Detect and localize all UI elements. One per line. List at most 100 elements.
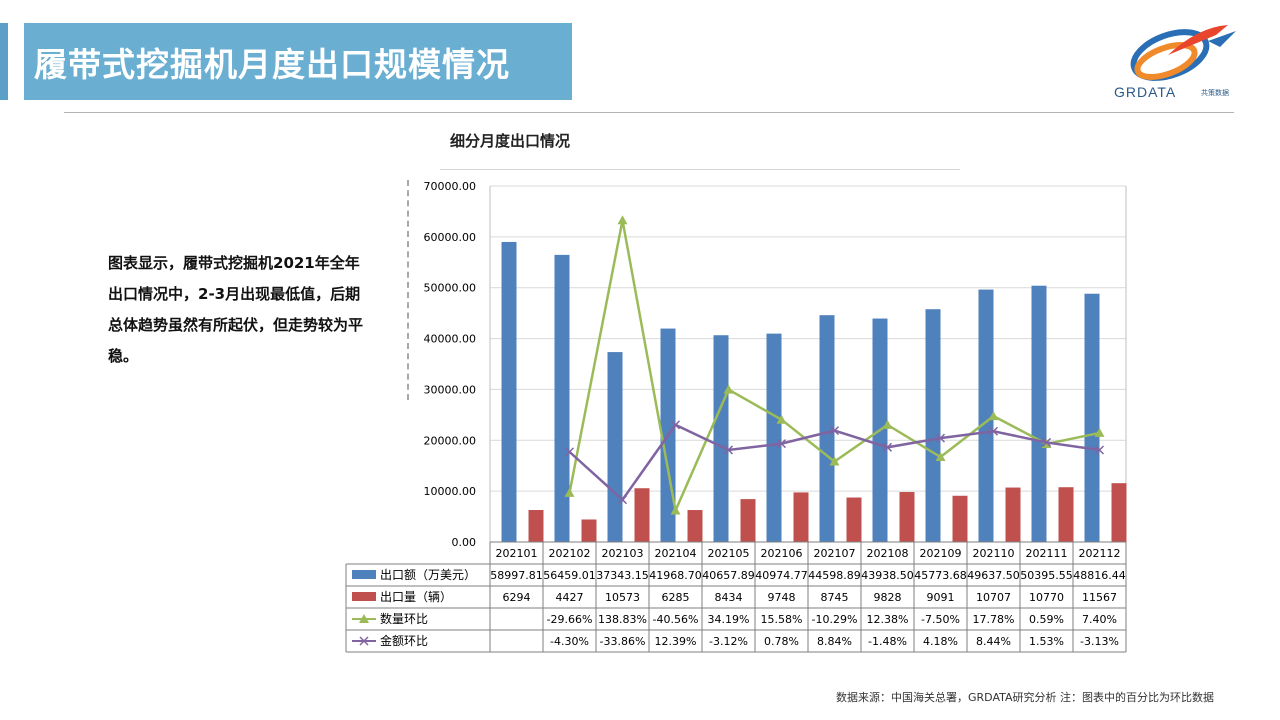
table-cell: 41968.70 [649,569,702,582]
table-cell: 8745 [821,591,849,604]
category-label: 202106 [761,547,803,560]
category-label: 202103 [602,547,644,560]
marker-amount-mom [1094,445,1105,455]
marker-amount-mom [1041,437,1052,447]
bar-export-amount [1031,285,1047,542]
bar-export-amount [819,315,835,542]
marker-quantity-mom [670,505,681,515]
table-cell: 10573 [605,591,640,604]
logo-wordmark: GRDATA [1114,84,1177,100]
table-cell: -3.13% [1080,635,1119,648]
table-cell: -33.86% [600,635,646,648]
marker-amount-mom [988,426,999,436]
category-label: 202109 [920,547,962,560]
marker-quantity-mom [564,487,575,497]
table-cell: 9828 [874,591,902,604]
chart-title-underline [440,169,960,170]
left-axis-tick-label: 30000.00 [424,383,477,396]
table-cell: 40974.77 [755,569,808,582]
bar-export-volume [634,488,650,542]
category-label: 202102 [549,547,591,560]
table-cell: 37343.15 [596,569,649,582]
category-label: 202101 [496,547,538,560]
table-cell: 6285 [662,591,690,604]
table-cell: 8434 [715,591,743,604]
bar-export-amount [713,335,729,542]
legend-key [352,592,376,601]
marker-amount-mom [617,495,628,505]
category-label: 202105 [708,547,750,560]
table-cell: 44598.89 [808,569,861,582]
bar-export-amount [501,241,517,543]
left-axis-tick-label: 10000.00 [424,485,477,498]
marker-quantity-mom [723,384,734,394]
table-cell: -29.66% [547,613,593,626]
marker-amount-mom [829,426,840,436]
left-axis-tick-label: 70000.00 [424,180,477,193]
bar-export-volume [528,509,544,542]
bar-export-volume [687,510,703,542]
legend-key-marker [359,614,369,623]
table-cell: 12.39% [655,635,697,648]
table-cell: 0.59% [1029,613,1064,626]
legend-label: 出口量（辆） [380,590,452,604]
bar-export-volume [952,495,968,542]
marker-quantity-mom [935,452,946,462]
source-note: 数据来源：中国海关总署，GRDATA研究分析 注：图表中的百分比为环比数据 [836,691,1214,704]
bar-export-amount [554,254,570,542]
grdata-logo [1130,25,1236,81]
table-cell: 8.44% [976,635,1011,648]
bar-export-volume [793,492,809,542]
table-cell: 0.78% [764,635,799,648]
bar-export-amount [1084,293,1100,542]
table-cell: 9748 [768,591,796,604]
legend-key-marker [359,636,369,646]
bar-export-volume [581,519,597,542]
marker-amount-mom [670,420,681,430]
table-cell: 138.83% [598,613,647,626]
category-label: 202104 [655,547,697,560]
category-label: 202110 [973,547,1015,560]
bar-export-volume [740,499,756,542]
left-axis-tick-label: 0.00 [452,536,477,549]
marker-quantity-mom [882,419,893,429]
table-cell: -1.48% [868,635,907,648]
title-accent-bar [0,23,8,100]
table-cell: 8.84% [817,635,852,648]
table-cell: 49637.50 [967,569,1020,582]
table-cell: 4427 [556,591,584,604]
table-cell: 58997.81 [490,569,543,582]
table-cell: 43938.50 [861,569,914,582]
table-cell: 6294 [503,591,531,604]
marker-quantity-mom [829,456,840,466]
left-axis-tick-label: 40000.00 [424,333,477,346]
left-axis-tick-label: 60000.00 [424,231,477,244]
table-cell: 4.18% [923,635,958,648]
bar-export-volume [1005,487,1021,542]
table-cell: -40.56% [653,613,699,626]
table-cell: -4.30% [550,635,589,648]
table-cell: 56459.01 [543,569,596,582]
marker-quantity-mom [988,411,999,421]
bar-export-amount [925,309,941,542]
bar-export-volume [1058,487,1074,542]
table-cell: 9091 [927,591,955,604]
bar-export-amount [978,289,994,542]
table-cell: 17.78% [973,613,1015,626]
marker-amount-mom [564,447,575,457]
left-axis-tick-label: 50000.00 [424,282,477,295]
dashed-separator [407,180,409,400]
category-label: 202107 [814,547,856,560]
marker-quantity-mom [1094,427,1105,437]
category-label: 202108 [867,547,909,560]
table-cell: 10770 [1029,591,1064,604]
category-label: 202111 [1026,547,1068,560]
bar-export-amount [766,333,782,542]
marker-amount-mom [882,442,893,452]
legend-key [352,570,376,579]
marker-quantity-mom [776,414,787,424]
legend-label: 数量环比 [380,611,428,626]
marker-amount-mom [776,439,787,449]
table-cell: -3.12% [709,635,748,648]
bar-export-volume [1111,483,1127,542]
